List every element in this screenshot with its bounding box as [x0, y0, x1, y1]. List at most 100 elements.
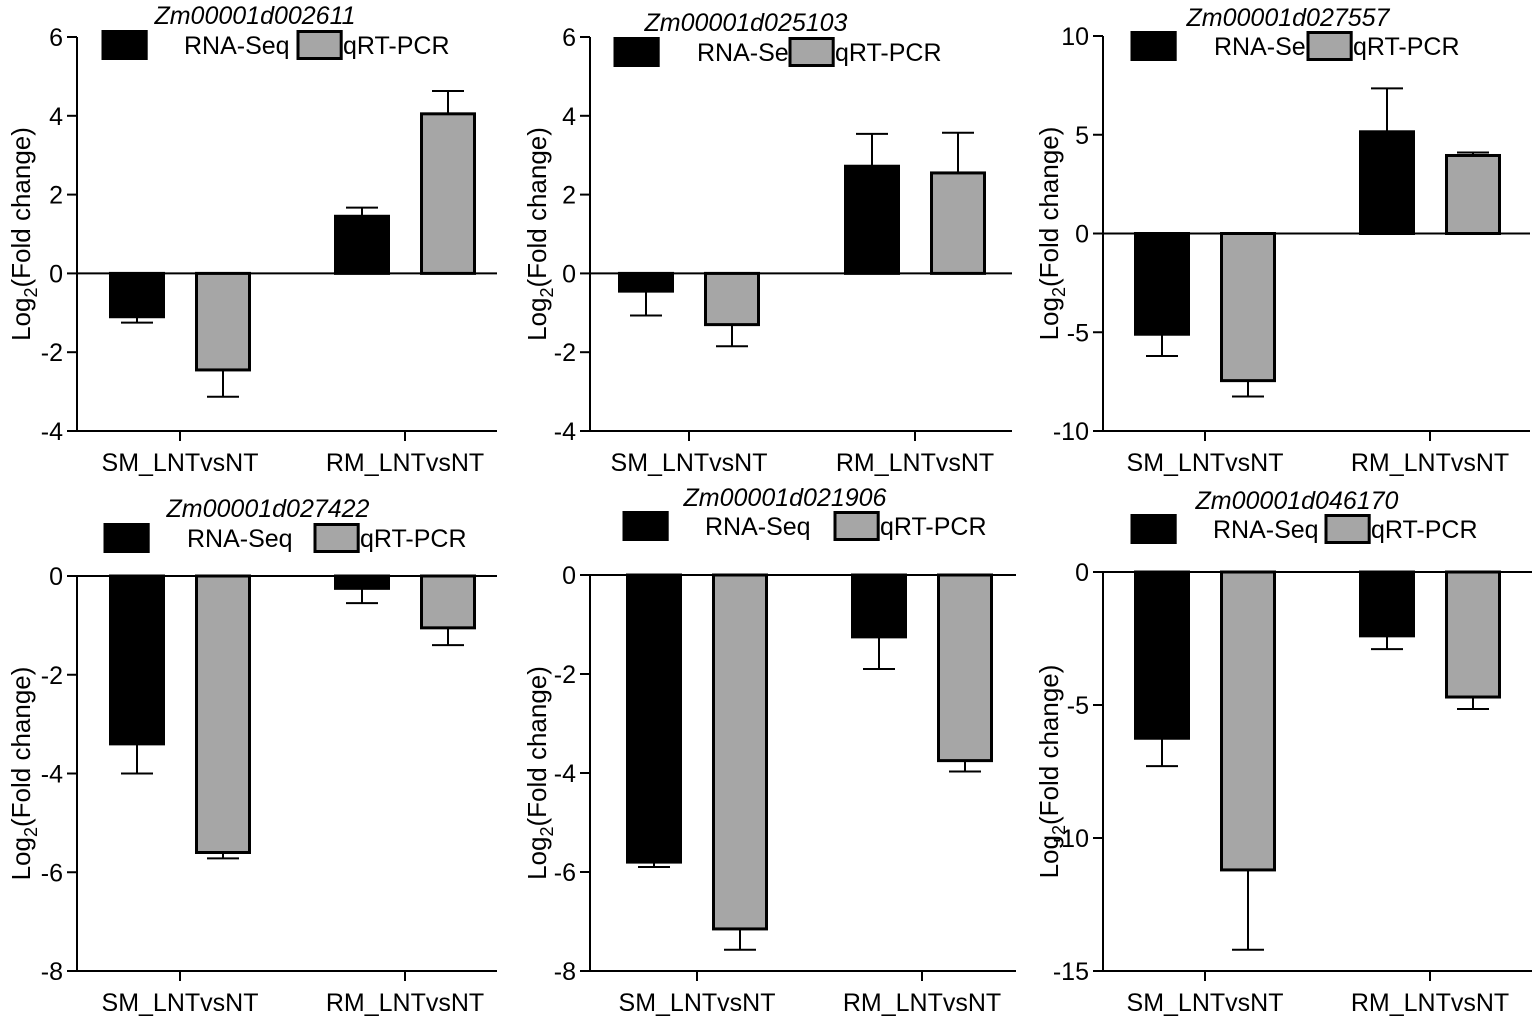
bar-rna-seq-rm [844, 164, 900, 275]
legend-label-rna-seq: RNA-Seq [184, 32, 290, 60]
y-axis-label: Log2(Fold change) [1034, 665, 1069, 879]
legend-swatch-qrt-pcr [788, 37, 835, 67]
chart-title: Zm00001d002611 [153, 2, 355, 30]
bar-qrt-pcr-rm [420, 112, 476, 275]
x-category-label-rm: RM_LNTvsNT [1351, 449, 1509, 477]
x-category-label-sm: SM_LNTvsNT [102, 989, 259, 1017]
bar-qrt-pcr-rm [1445, 570, 1501, 699]
bar-qrt-pcr-rm [930, 171, 986, 275]
y-tick-label: 6 [49, 24, 63, 52]
y-tick-label: 0 [49, 563, 63, 591]
y-tick-label: -10 [1053, 418, 1089, 446]
y-axis-label-suffix: (Fold change) [1034, 127, 1064, 287]
legend-label-qrt-pcr: qRT-PCR [880, 513, 987, 541]
x-category-label-rm: RM_LNTvsNT [326, 989, 484, 1017]
x-category-label-sm: SM_LNTvsNT [611, 449, 768, 477]
y-tick-label: -8 [41, 958, 63, 986]
y-tick-label: -2 [41, 339, 63, 367]
chart-panel-5: Zm00001d021906 Log2(Fold change) -8 -6 -4 -2 0… [522, 484, 1016, 1017]
y-tick-label: -2 [554, 661, 576, 689]
y-tick-label: 6 [562, 24, 576, 52]
y-axis-label: Log2(Fold change) [6, 127, 41, 341]
legend-label-rna-seq: RNA-Seq [187, 525, 293, 553]
legend-label-rna-seq: RNA-Seq [1214, 33, 1320, 61]
bar-qrt-pcr-sm [195, 574, 251, 854]
y-tick-label: 0 [1075, 559, 1089, 587]
legend-label-rna-seq: RNA-Seq [705, 513, 811, 541]
x-category-label-sm: SM_LNTvsNT [102, 449, 259, 477]
chart-title: Zm00001d027557 [1186, 4, 1391, 32]
y-axis-label-suffix: (Fold change) [1034, 665, 1064, 825]
y-tick-label: 4 [562, 103, 576, 131]
bar-qrt-pcr-sm [1220, 232, 1276, 383]
y-axis-label-subscript: 2 [1049, 825, 1069, 835]
legend-swatch-rna-seq [103, 523, 150, 553]
y-tick-label: -6 [41, 859, 63, 887]
chart-panel-4: Zm00001d027422 Log2(Fold change) -8 -6 -4 -2 0… [6, 495, 497, 1017]
legend-swatch-qrt-pcr [296, 30, 343, 60]
x-category-label-rm: RM_LNTvsNT [1351, 989, 1509, 1017]
bar-rna-seq-rm [1359, 570, 1415, 638]
bar-rna-seq-rm [851, 573, 907, 639]
y-tick-label: 0 [562, 562, 576, 590]
y-axis-label-prefix: Log [6, 837, 36, 880]
legend-label-qrt-pcr: qRT-PCR [343, 32, 450, 60]
y-axis-label-prefix: Log [1034, 297, 1064, 340]
y-tick-label: -4 [554, 760, 576, 788]
y-tick-label: 10 [1061, 23, 1089, 51]
legend-label-rna-seq: RNA-Seq [1213, 516, 1319, 544]
bar-rna-seq-sm [1134, 570, 1190, 740]
legend-swatch-rna-seq [1130, 31, 1177, 61]
bar-qrt-pcr-sm [1220, 570, 1276, 872]
bar-rna-seq-sm [618, 271, 674, 293]
y-tick-label: 0 [49, 260, 63, 288]
legend-label-qrt-pcr: qRT-PCR [835, 39, 942, 67]
chart-title: Zm00001d046170 [1195, 487, 1399, 515]
y-axis-label-subscript: 2 [21, 827, 41, 837]
legend-label-qrt-pcr: qRT-PCR [1353, 33, 1460, 61]
bar-rna-seq-rm [334, 574, 390, 590]
y-tick-label: 5 [1075, 122, 1089, 150]
y-axis-label: Log2(Fold change) [6, 667, 41, 881]
chart-title: Zm00001d025103 [644, 9, 848, 37]
x-category-label-rm: RM_LNTvsNT [326, 449, 484, 477]
y-axis-label-prefix: Log [522, 298, 552, 341]
bar-rna-seq-rm [1359, 130, 1415, 236]
legend-swatch-qrt-pcr [1306, 31, 1353, 61]
bar-rna-seq-sm [626, 573, 682, 864]
y-axis-label-suffix: (Fold change) [6, 667, 36, 827]
legend-label-rna-seq: RNA-Seq [697, 39, 803, 67]
chart-panel-3: Zm00001d027557 Log2(Fold change) -10 -5 0 5 10… [1034, 4, 1530, 477]
bar-qrt-pcr-rm [1445, 153, 1501, 235]
legend-swatch-qrt-pcr [833, 511, 880, 541]
y-tick-label: -8 [554, 958, 576, 986]
y-tick-label: 2 [49, 182, 63, 210]
y-axis-label: Log2(Fold change) [1034, 127, 1069, 341]
x-category-label-sm: SM_LNTvsNT [1127, 449, 1284, 477]
y-tick-label: -5 [1067, 692, 1089, 720]
y-tick-label: -15 [1053, 958, 1089, 986]
bar-qrt-pcr-sm [704, 271, 760, 327]
y-tick-label: -4 [41, 418, 63, 446]
legend-swatch-rna-seq [101, 30, 148, 60]
bar-rna-seq-sm [1134, 232, 1190, 336]
y-tick-label: 0 [562, 260, 576, 288]
bar-rna-seq-rm [334, 214, 390, 275]
y-axis-label: Log2(Fold change) [522, 127, 557, 341]
chart-panel-6: Zm00001d046170 Log2(Fold change) -15 -10 -5 0… [1034, 487, 1532, 1017]
legend-swatch-qrt-pcr [313, 523, 360, 553]
legend-label-qrt-pcr: qRT-PCR [360, 525, 467, 553]
bar-qrt-pcr-rm [937, 573, 993, 763]
bar-qrt-pcr-sm [195, 271, 251, 372]
chart-title: Zm00001d027422 [166, 495, 370, 523]
y-tick-label: -2 [554, 339, 576, 367]
bar-rna-seq-sm [109, 574, 165, 746]
y-tick-label: 4 [49, 103, 63, 131]
legend-swatch-rna-seq [1130, 514, 1177, 544]
chart-title: Zm00001d021906 [683, 484, 887, 512]
y-axis-label-suffix: (Fold change) [522, 666, 552, 826]
y-axis-label-subscript: 2 [21, 288, 41, 298]
bar-qrt-pcr-rm [420, 574, 476, 630]
